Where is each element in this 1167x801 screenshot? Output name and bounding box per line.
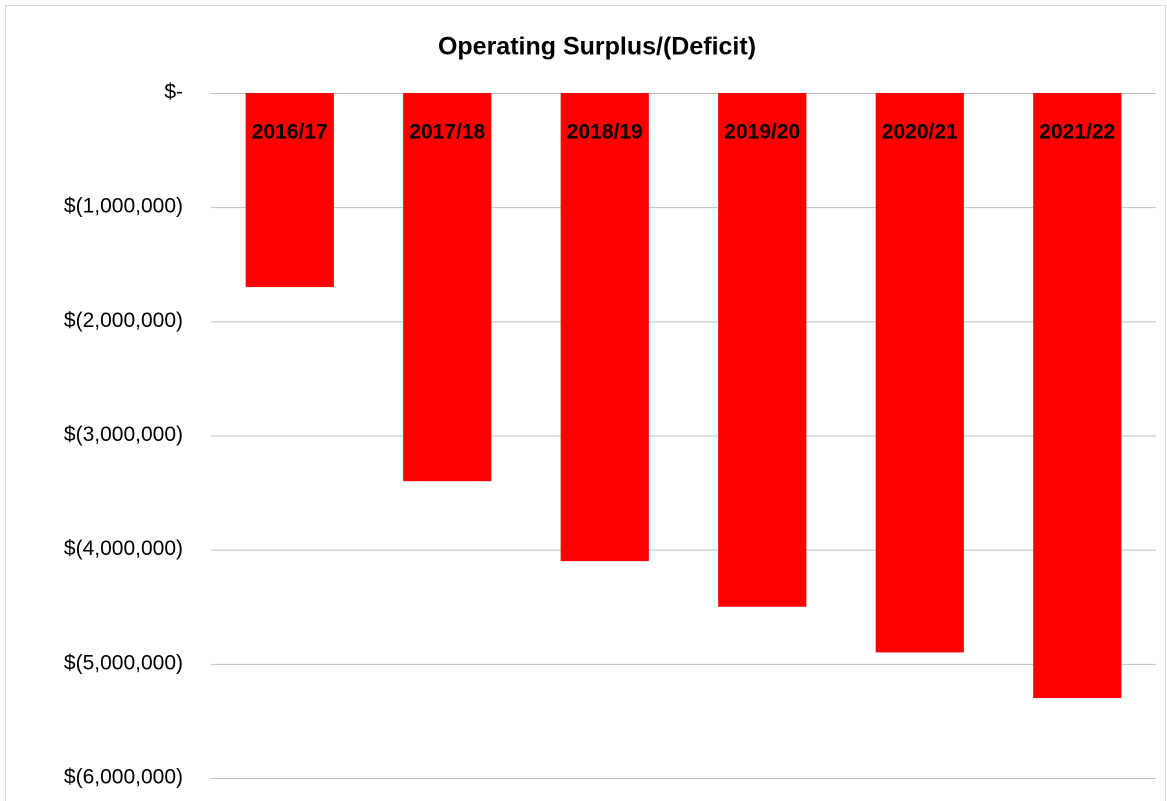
- y-tick-label: $(5,000,000): [64, 651, 183, 674]
- x-tick-label: 2017/18: [409, 121, 485, 144]
- chart-border: [5, 5, 1166, 801]
- bar: [403, 93, 492, 482]
- y-tick-label: $(6,000,000): [64, 766, 183, 789]
- bar: [245, 93, 334, 288]
- x-tick-label: 2018/19: [567, 121, 643, 144]
- y-tick-label: $(4,000,000): [64, 537, 183, 560]
- x-tick-label: 2020/21: [882, 121, 958, 144]
- y-tick-label: $(2,000,000): [64, 309, 183, 332]
- bar: [560, 93, 649, 562]
- x-tick-label: 2019/20: [724, 121, 800, 144]
- bar: [875, 93, 964, 653]
- bar: [1033, 93, 1122, 699]
- y-tick-label: $(1,000,000): [64, 195, 183, 218]
- y-tick-label: $-: [164, 81, 183, 104]
- y-tick-label: $(3,000,000): [64, 423, 183, 446]
- chart-title: Operating Surplus/(Deficit): [438, 33, 756, 61]
- x-tick-label: 2021/22: [1039, 121, 1115, 144]
- bar: [718, 93, 807, 607]
- x-tick-label: 2016/17: [252, 121, 328, 144]
